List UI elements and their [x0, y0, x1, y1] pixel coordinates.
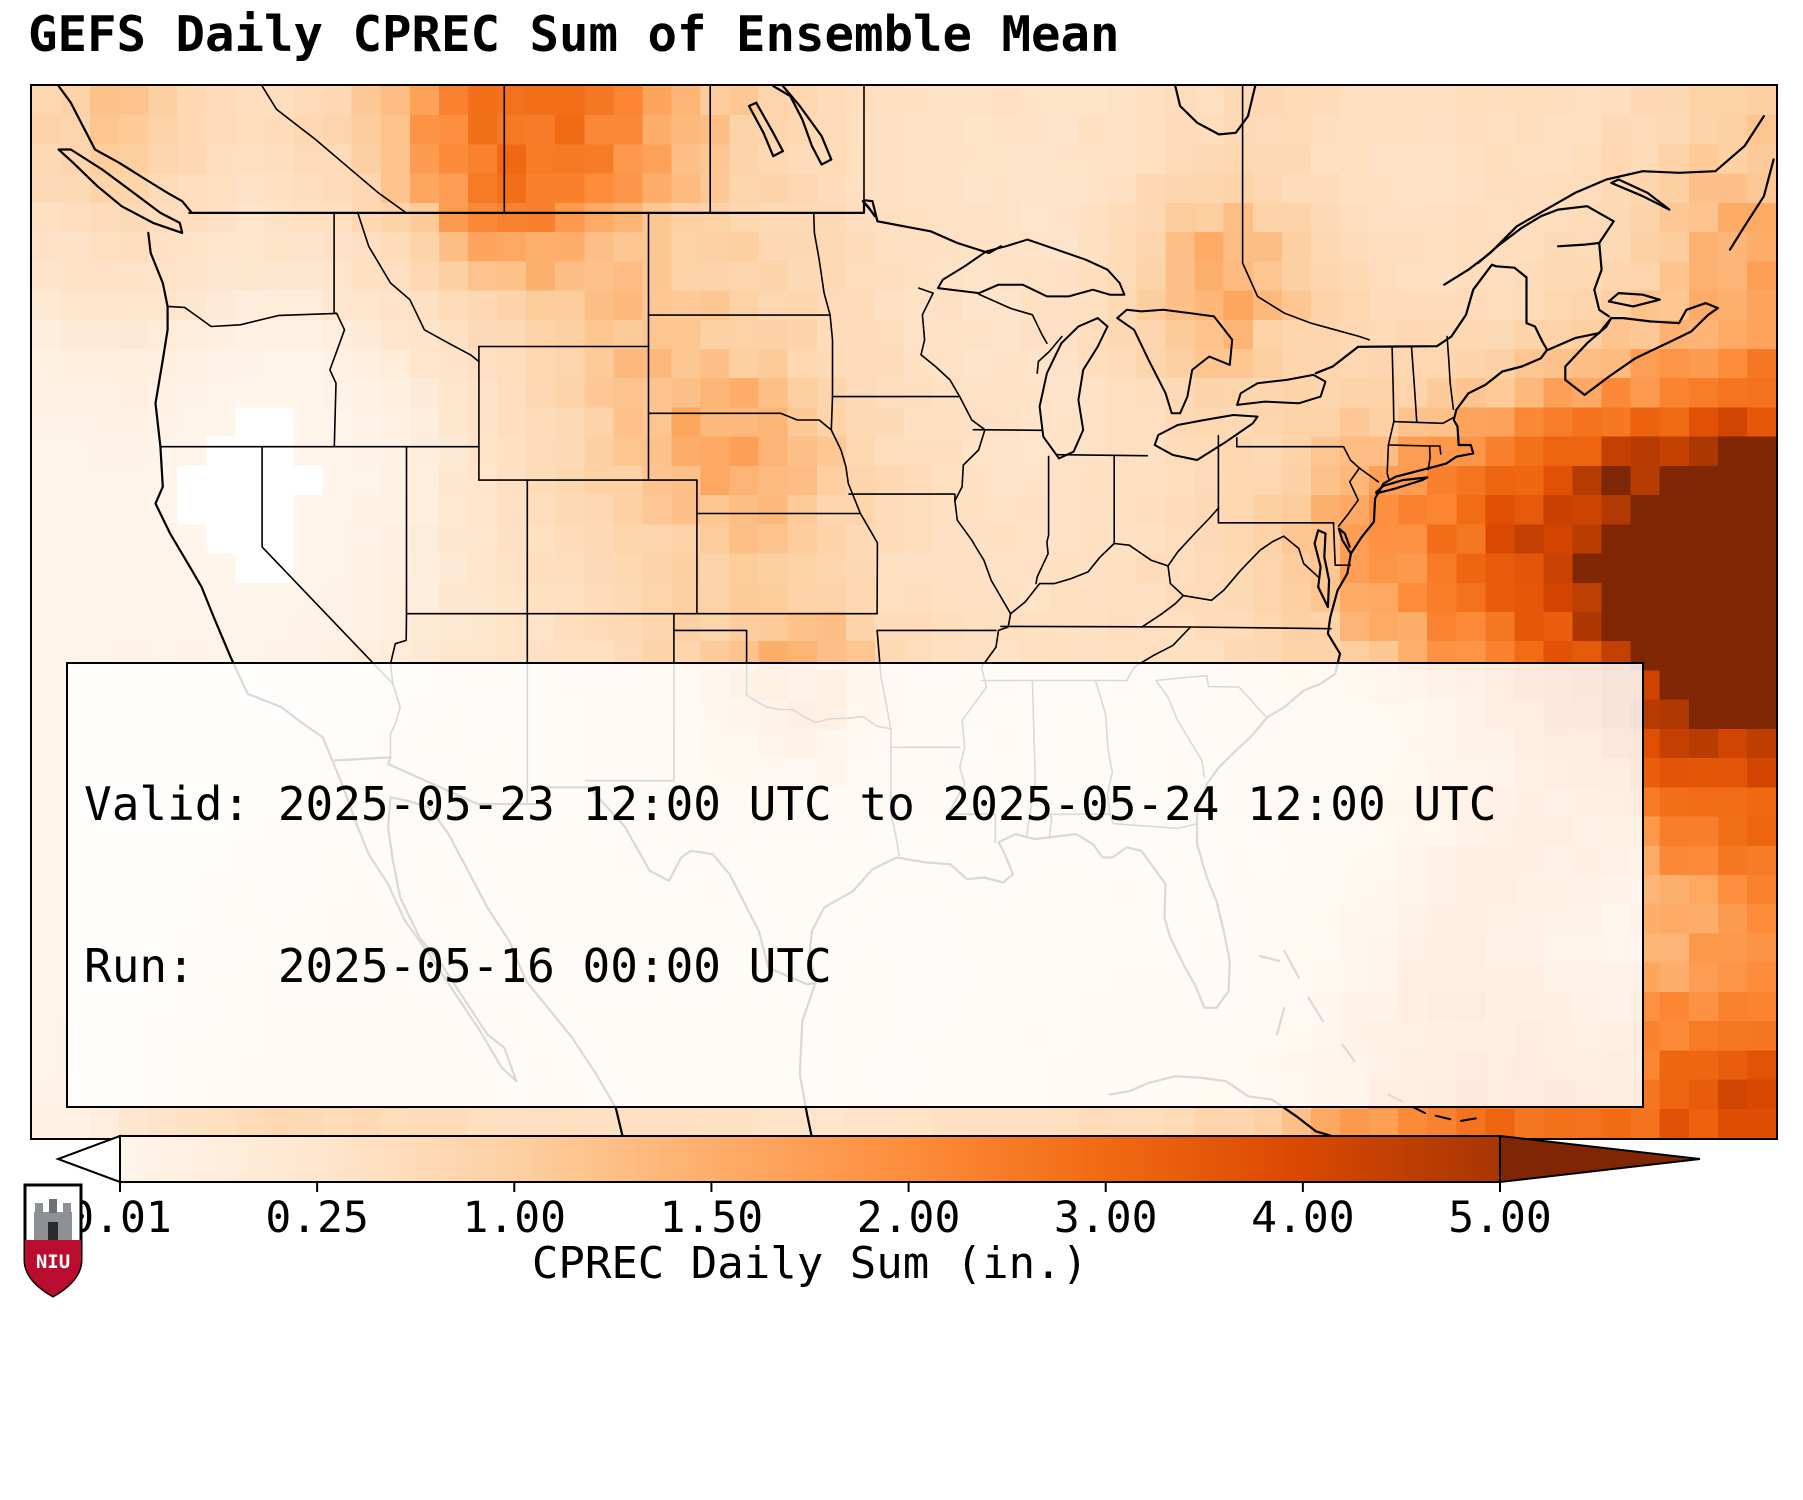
- dashed-boundary-path: [1387, 1093, 1480, 1123]
- niu-logo: NIU: [23, 1183, 83, 1298]
- colorbar-tick-label: 5.00: [1448, 1193, 1552, 1243]
- colorbar-tick-label: 0.25: [265, 1193, 369, 1243]
- castle-icon: [34, 1199, 72, 1240]
- colorbar-right-arrow: [1499, 1134, 1701, 1184]
- niu-banner: [25, 1240, 81, 1296]
- colorbar-label: CPREC Daily Sum (in.): [531, 1238, 1089, 1289]
- colorbar-tick-label: 4.00: [1251, 1193, 1355, 1243]
- valid-time-text: Valid: 2025-05-23 12:00 UTC to 2025-05-2…: [84, 777, 1497, 831]
- niu-logo-text: NIU: [36, 1251, 70, 1273]
- colorbar-tick-label: 3.00: [1054, 1193, 1158, 1243]
- valid-run-info-box: Valid: 2025-05-23 12:00 UTC to 2025-05-2…: [66, 662, 1644, 1108]
- colorbar-tick-label: 2.00: [857, 1193, 961, 1243]
- colorbar-tick-label: 1.50: [660, 1193, 764, 1243]
- colorbar: 0.01 0.25 1.00 1.50 2.00 3.00 4.00 5.00: [55, 1134, 1701, 1243]
- colorbar-tick-label: 0.01: [68, 1193, 172, 1243]
- lake-outline-paths: [936, 238, 1327, 461]
- colorbar-left-arrow: [55, 1134, 121, 1184]
- figure-title: GEFS Daily CPREC Sum of Ensemble Mean: [28, 6, 1120, 63]
- map-area: Valid: 2025-05-23 12:00 UTC to 2025-05-2…: [30, 84, 1778, 1140]
- colorbar-gradient-bar: [119, 1135, 1501, 1183]
- run-time-text: Run: 2025-05-16 00:00 UTC: [84, 939, 832, 993]
- colorbar-tick-label: 1.00: [463, 1193, 567, 1243]
